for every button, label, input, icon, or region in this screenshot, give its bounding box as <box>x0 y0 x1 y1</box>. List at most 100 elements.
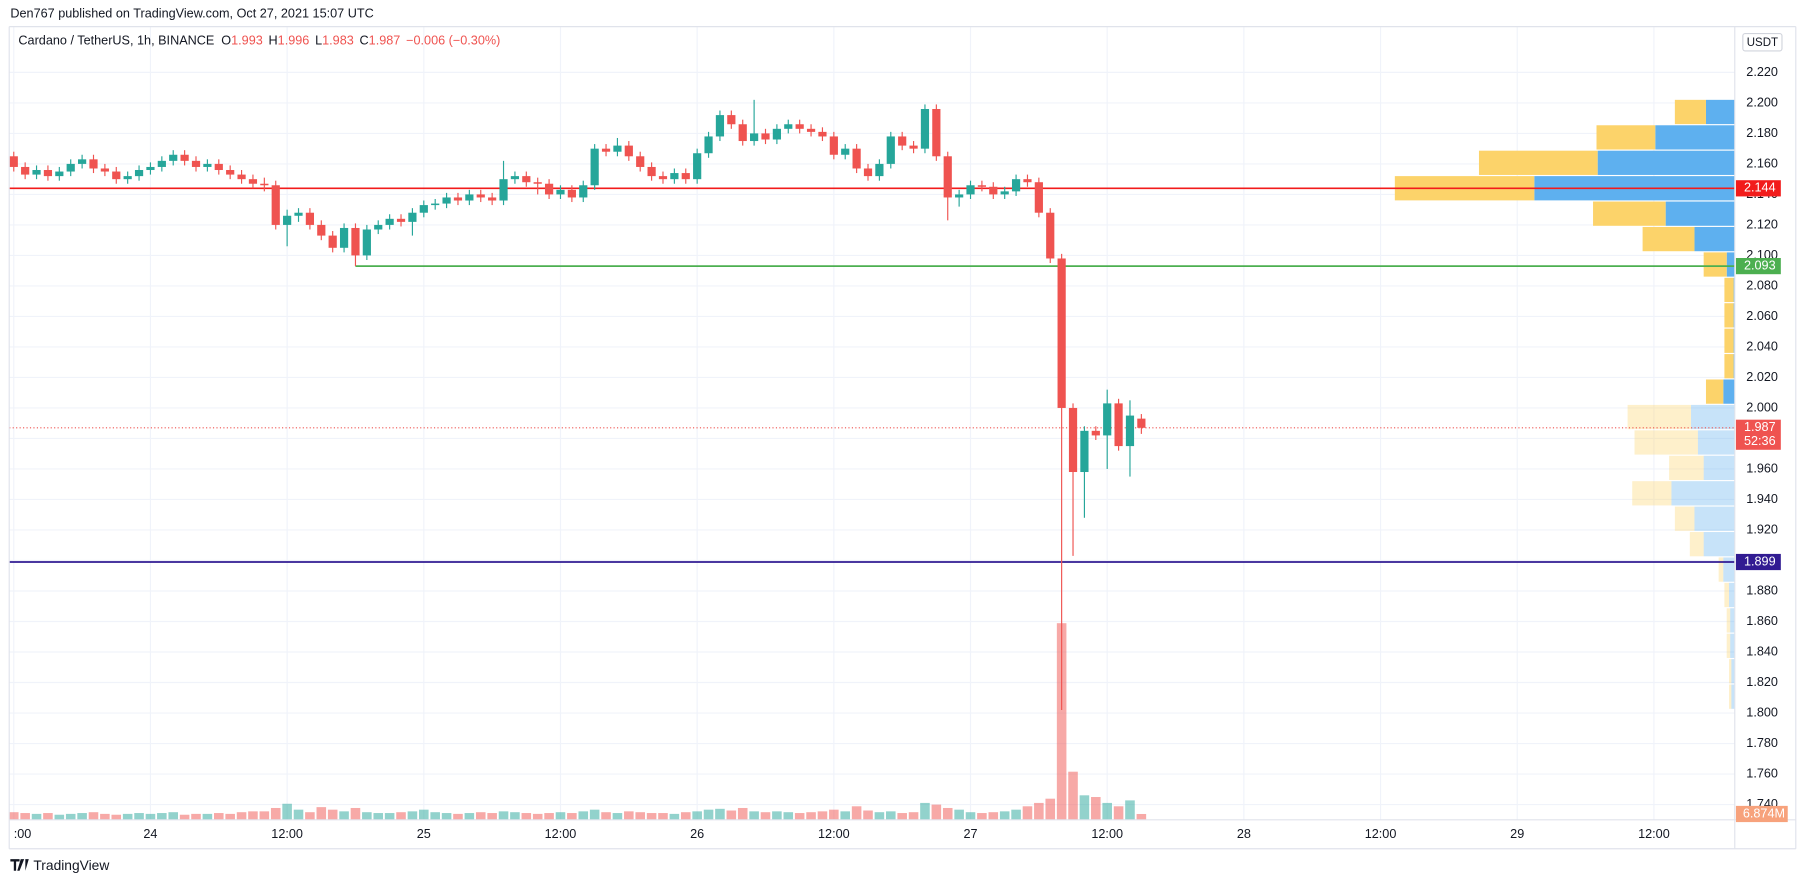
volume-bar <box>1125 800 1135 820</box>
candle-body <box>784 124 793 129</box>
legend-item: L <box>315 34 322 48</box>
candle-body <box>408 212 417 222</box>
profile-up <box>1731 659 1735 684</box>
candle-body <box>1046 212 1055 259</box>
volume-bar <box>589 809 600 820</box>
volume-bar <box>407 811 418 820</box>
profile-up <box>1705 99 1735 125</box>
candle-body <box>180 154 189 161</box>
candle-body <box>966 185 975 195</box>
candle-body <box>157 160 166 167</box>
volume-bar <box>510 812 520 820</box>
price-label-box <box>1735 257 1781 275</box>
volume-bar <box>54 814 65 820</box>
volume-bar <box>339 811 349 820</box>
volume-profile <box>1394 99 1735 709</box>
profile-down <box>1674 99 1706 125</box>
candle-body <box>499 179 508 201</box>
volume-bar <box>1113 806 1124 820</box>
candle-body <box>579 185 588 198</box>
volume-bar <box>988 812 999 820</box>
candle-body <box>89 159 98 169</box>
volume-bar <box>65 813 76 820</box>
volume-bar <box>829 809 839 820</box>
volume-bar <box>977 813 987 820</box>
volume-bar <box>806 812 816 820</box>
candle-body <box>818 131 827 137</box>
y-tick-label: 2.060 <box>1746 309 1778 323</box>
y-tick-label: 2.080 <box>1746 278 1778 292</box>
candle-body <box>544 183 554 195</box>
profile-up <box>1723 557 1735 582</box>
profile-down <box>1632 481 1672 506</box>
candle-body <box>510 176 520 180</box>
volume-bar <box>248 811 258 820</box>
candle-body <box>237 174 246 180</box>
y-tick-label: 2.020 <box>1746 370 1778 384</box>
volume-bar <box>31 813 42 820</box>
x-tick-label: 24 <box>143 827 157 841</box>
candle-body <box>169 154 178 161</box>
volume-bar <box>236 812 247 820</box>
y-tick-label: 2.040 <box>1746 339 1778 353</box>
volume-bar <box>282 803 292 820</box>
currency-button[interactable] <box>1742 33 1783 52</box>
candle-body <box>761 133 770 140</box>
profile-down <box>1596 125 1656 150</box>
volume-bar <box>122 813 133 820</box>
price-lines <box>9 187 1735 563</box>
candle-body <box>841 148 850 155</box>
legend-item: C <box>360 34 369 48</box>
volume-bar <box>908 812 919 820</box>
volume-bar <box>578 811 589 820</box>
y-tick-label: 1.960 <box>1746 461 1778 475</box>
candle-body <box>260 183 269 186</box>
volume-bar <box>555 812 566 820</box>
x-tick-label: 28 <box>1237 827 1251 841</box>
profile-up <box>1733 277 1735 303</box>
volume-bar <box>874 812 885 820</box>
grid <box>9 26 1735 820</box>
candle-body <box>442 197 451 204</box>
y-tick-label: 1.940 <box>1746 492 1778 506</box>
profile-down <box>1729 659 1732 684</box>
volume-bar <box>692 811 702 820</box>
candle-body <box>556 189 565 195</box>
volume-bar <box>441 813 452 820</box>
volume-bar <box>145 813 156 820</box>
candle-body <box>9 156 18 167</box>
volume-bar <box>532 813 543 820</box>
profile-down <box>1726 608 1731 633</box>
candle-body <box>829 136 838 155</box>
volume-bar <box>8 812 19 820</box>
candle-body <box>613 145 622 152</box>
header: Den767 published on TradingView.com, Oct… <box>10 6 373 20</box>
candle-body <box>704 136 713 154</box>
volume-bar <box>737 807 748 820</box>
candle-body <box>863 168 873 177</box>
y-tick-label: 1.820 <box>1746 675 1778 689</box>
y-tick-label: 1.760 <box>1746 766 1778 780</box>
profile-down <box>1642 226 1695 252</box>
legend-item: O <box>221 34 231 48</box>
y-tick-label: 2.000 <box>1746 400 1778 414</box>
volume-bar <box>942 807 953 820</box>
x-tick-label: 12:00 <box>1638 827 1670 841</box>
y-tick-label: 2.220 <box>1746 65 1778 79</box>
volume-bar <box>168 812 179 820</box>
candle-body <box>658 176 668 180</box>
y-tick-label: 1.840 <box>1746 644 1778 658</box>
candle-body <box>305 212 315 225</box>
currency[interactable]: USDT <box>1747 37 1778 49</box>
candle-body <box>66 163 75 172</box>
x-tick-label: 26 <box>690 827 704 841</box>
volume-bar <box>316 807 327 820</box>
price-label: 1.899 <box>1744 554 1776 568</box>
candle-body <box>21 166 30 175</box>
candle-body <box>647 166 656 177</box>
candle-body <box>852 148 861 169</box>
profile-up <box>1697 430 1735 455</box>
candle-body <box>670 173 679 180</box>
profile-up <box>1729 582 1735 608</box>
